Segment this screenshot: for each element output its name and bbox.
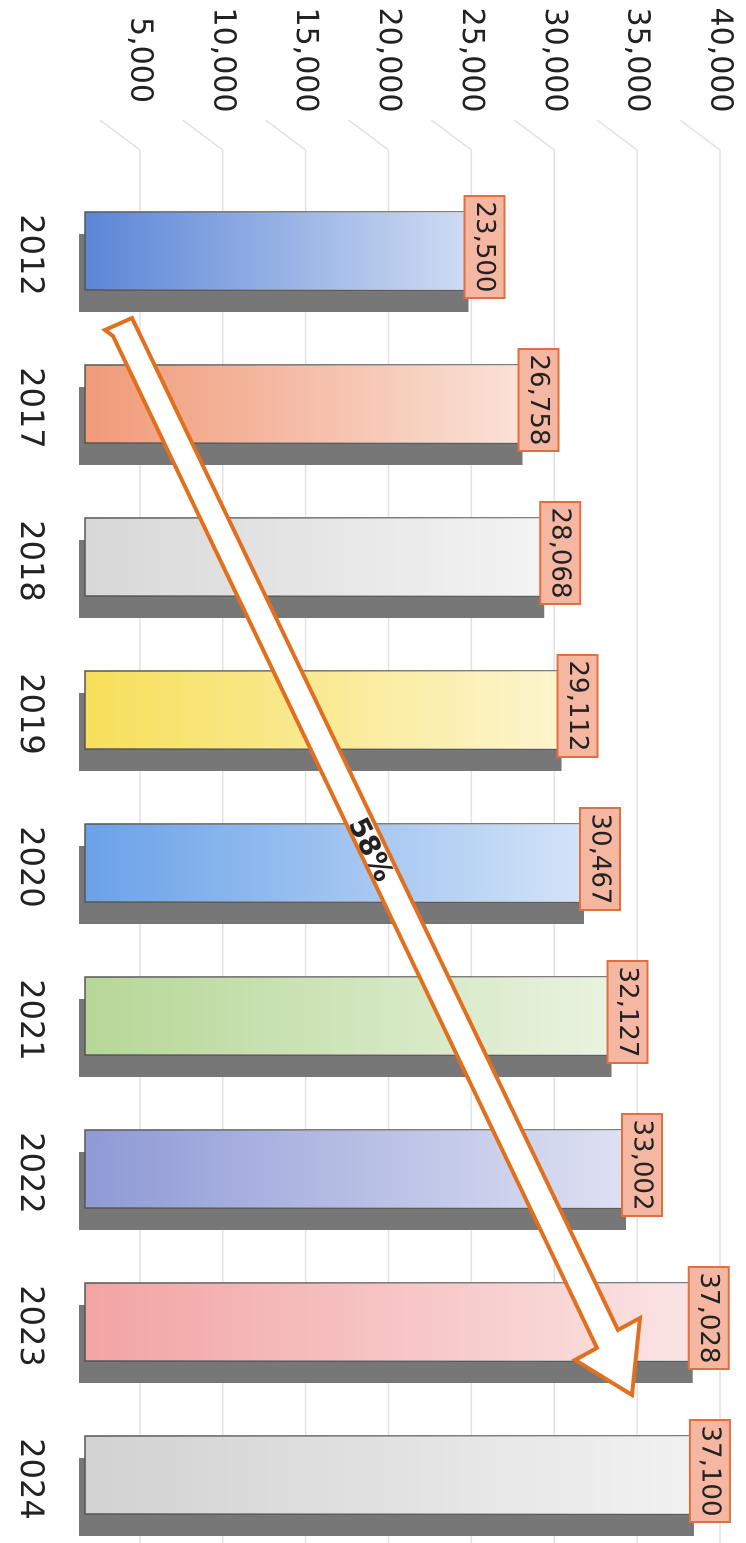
grid-line-3d xyxy=(99,119,141,151)
x-tick-label: 25,000 xyxy=(455,8,490,113)
y-tick-label: 2022 xyxy=(13,1132,51,1213)
value-label: 37,100 xyxy=(695,1426,725,1517)
x-tick-label: 20,000 xyxy=(372,8,407,113)
y-tick-label: 2018 xyxy=(13,520,51,601)
y-tick-label: 2012 xyxy=(13,214,51,295)
grid-line-3d xyxy=(679,119,721,151)
value-label-box xyxy=(556,654,599,758)
bar-shine xyxy=(85,977,608,1055)
value-label: 37,028 xyxy=(694,1273,724,1364)
value-label: 30,467 xyxy=(585,814,615,905)
bar-shine xyxy=(85,212,465,290)
grid-line-3d xyxy=(513,119,555,151)
bar-shine xyxy=(85,1436,690,1514)
value-label: 26,758 xyxy=(524,355,554,446)
x-tick-label: 40,000 xyxy=(704,8,739,113)
grid-line-3d xyxy=(596,119,638,151)
value-label-box xyxy=(539,501,582,605)
grid-line-3d xyxy=(430,119,472,151)
grid-line-3d xyxy=(265,119,307,151)
value-label-box xyxy=(517,348,560,452)
x-tick-label: 10,000 xyxy=(206,8,241,113)
x-tick-label: 35,000 xyxy=(621,8,656,113)
value-label: 23,500 xyxy=(470,202,500,293)
trend-arrow xyxy=(101,315,643,1399)
value-label-box xyxy=(687,1266,730,1370)
y-tick-label: 2020 xyxy=(13,826,51,907)
x-tick-label: 30,000 xyxy=(538,8,573,113)
value-label-box xyxy=(463,195,506,299)
y-tick-label: 2021 xyxy=(13,979,51,1060)
y-tick-label: 2019 xyxy=(13,673,51,754)
bar-shine xyxy=(85,518,541,596)
value-label-box xyxy=(606,960,649,1064)
y-tick-label: 2024 xyxy=(13,1438,51,1519)
y-tick-label: 2017 xyxy=(13,367,51,448)
value-label-box xyxy=(578,807,621,911)
value-label: 29,112 xyxy=(563,661,593,752)
value-label: 33,002 xyxy=(628,1120,658,1211)
value-label-box xyxy=(688,1419,731,1523)
value-label-box xyxy=(621,1113,664,1217)
x-tick-label: 15,000 xyxy=(289,8,324,113)
grid-line-3d xyxy=(182,119,224,151)
value-label: 32,127 xyxy=(613,967,643,1058)
y-tick-label: 2023 xyxy=(13,1285,51,1366)
value-label: 28,068 xyxy=(546,508,576,599)
grid-line-3d xyxy=(348,119,389,151)
bar-shine xyxy=(85,824,580,902)
x-tick-label: 5,000 xyxy=(123,17,158,103)
